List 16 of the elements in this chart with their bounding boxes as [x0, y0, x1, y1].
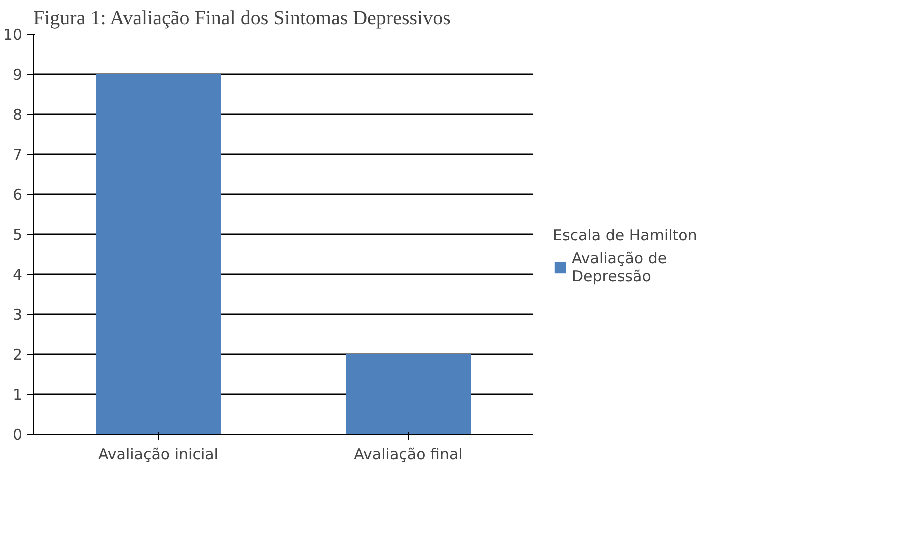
y-tick-label: 6 — [12, 186, 23, 204]
y-tick-label: 2 — [12, 346, 23, 364]
x-tick-label: Avaliação final — [354, 446, 463, 464]
y-tick-label: 0 — [12, 426, 23, 444]
chart-title: Figura 1: Avaliação Final dos Sintomas Depressivos — [34, 8, 452, 30]
y-tick-label: 5 — [12, 226, 23, 244]
y-tick-label: 4 — [12, 266, 23, 284]
x-tick-label: Avaliação inicial — [98, 446, 218, 464]
y-tick-label: 1 — [12, 386, 23, 404]
y-tick-label: 8 — [12, 106, 23, 124]
y-tick-label: 9 — [12, 66, 23, 84]
y-tick-label: 3 — [12, 306, 23, 324]
y-tick-label: 7 — [12, 146, 23, 164]
legend-label: Avaliação de Depressão — [572, 250, 668, 286]
y-tick-label: 10 — [3, 26, 23, 44]
legend-title: Escala de Hamilton — [553, 226, 698, 244]
